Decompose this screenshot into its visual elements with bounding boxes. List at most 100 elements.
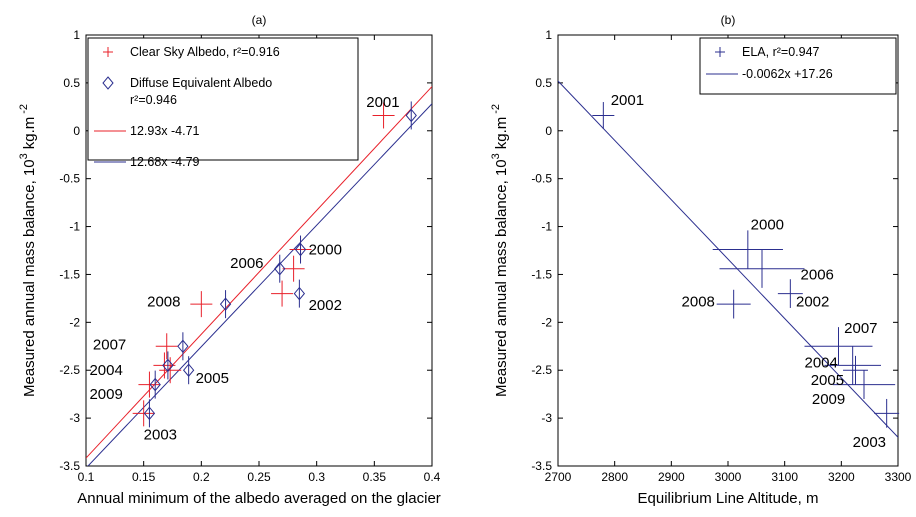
legend-box	[699, 37, 897, 95]
legend-label: Diffuse Equivalent Albedo	[130, 76, 272, 90]
point-diamond	[405, 101, 417, 130]
year-annotation: 2005	[196, 370, 229, 387]
y-tick-label: 0.5	[63, 76, 80, 90]
year-annotation: 2004	[89, 362, 122, 379]
point-diamond	[149, 370, 161, 399]
point-plus	[282, 255, 305, 282]
y-tick-label: -3	[69, 411, 80, 425]
point-diamond-marker	[143, 406, 156, 421]
x-tick-label: 2700	[545, 470, 572, 484]
point-plus	[719, 249, 805, 288]
point-diamond-marker	[182, 363, 195, 378]
x-tick-label: 3100	[771, 470, 798, 484]
point-plus	[138, 371, 161, 398]
x-axis-label: Annual minimum of the albedo averaged on…	[77, 490, 441, 507]
x-tick-label: 0.2	[193, 470, 210, 484]
y-tick-label: -0.5	[59, 172, 80, 186]
y-tick-label: -1	[69, 220, 80, 234]
point-plus	[155, 333, 178, 360]
y-axis-label: Measured annual mass balance, 103 kg.m -2	[18, 104, 38, 397]
point-plus	[271, 280, 294, 307]
data-points	[132, 101, 417, 428]
point-diamond	[274, 254, 286, 283]
year-annotation: 2002	[309, 297, 342, 314]
point-diamond	[294, 235, 307, 264]
point-plus	[712, 230, 783, 269]
y-axis-label-exponent: 3	[490, 153, 502, 159]
x-tick-label: 2800	[601, 470, 628, 484]
y-tick-label: -2	[541, 315, 552, 329]
x-tick-label: 0.1	[78, 470, 95, 484]
y-axis-label-exponent: 3	[18, 153, 30, 159]
x-axis-label: Equilibrium Line Altitude, m	[638, 490, 819, 507]
year-annotation: 2003	[853, 434, 886, 451]
legend-diamond	[102, 76, 114, 90]
year-annotation: 2004	[805, 355, 838, 372]
x-tick-label: 3000	[715, 470, 742, 484]
x-tick-label: 0.25	[247, 470, 271, 484]
fit-line-0	[558, 80, 898, 438]
year-annotation: 2008	[147, 293, 180, 310]
y-tick-label: -3.5	[59, 459, 80, 473]
point-plus	[824, 346, 881, 385]
point-plus	[159, 357, 182, 384]
point-plus	[804, 327, 873, 366]
y-axis-label-unit-exponent: -2	[490, 104, 502, 114]
year-annotation: 2000	[309, 242, 342, 259]
y-tick-label: -1.5	[531, 267, 552, 281]
point-plus	[777, 279, 803, 308]
y-tick-label: 0.5	[535, 76, 552, 90]
point-plus	[372, 102, 395, 129]
y-tick-label: -2.5	[531, 363, 552, 377]
y-tick-label: -3.5	[531, 459, 552, 473]
y-tick-label: -1	[541, 220, 552, 234]
year-annotation: 2001	[611, 92, 644, 109]
y-axis-label-unit: kg.m	[21, 117, 38, 150]
point-diamond	[177, 332, 189, 361]
x-tick-label: 2900	[658, 470, 685, 484]
legend-label: ELA, r²=0.947	[742, 45, 820, 59]
x-tick-label: 3200	[828, 470, 855, 484]
y-tick-label: -1.5	[59, 267, 80, 281]
legend-label: -0.0062x +17.26	[742, 67, 833, 81]
point-plus	[153, 352, 176, 379]
point-diamond	[293, 279, 306, 308]
y-tick-label: -3	[541, 411, 552, 425]
point-diamond-marker	[274, 261, 286, 276]
point-diamond-marker	[177, 339, 189, 354]
chart-a: (a) 0.1 0.15 0.2 0.25 0.3 0.35 0.4 -3.5 -3 -2.5 -2 -…	[18, 13, 441, 507]
legend: ELA, r²=0.947 -0.0062x +17.26	[699, 37, 897, 95]
legend: Clear Sky Albedo, r²=0.916 Diffuse Equiva…	[87, 37, 359, 169]
point-plus	[592, 102, 615, 129]
fit-line-0	[86, 86, 432, 459]
point-plus	[190, 291, 213, 318]
x-tick-label: 0.3	[308, 470, 325, 484]
fit-lines	[558, 80, 898, 438]
point-diamond	[182, 356, 195, 385]
chart-title: (a)	[252, 13, 267, 27]
point-plus	[716, 289, 751, 319]
point-diamond-marker	[293, 286, 306, 301]
chart-b: (b) 2700 2800 2900 3000 3100 3200 3300 -3.5 -3 -2.…	[490, 13, 912, 507]
y-axis-label-unit-exponent: -2	[18, 104, 30, 114]
point-diamond	[219, 290, 232, 319]
point-diamond-marker	[149, 377, 161, 392]
year-annotation: 2001	[366, 94, 399, 111]
point-diamond-marker	[294, 242, 307, 257]
year-annotation: 2008	[682, 293, 715, 310]
y-axis-label-main: Measured annual mass balance, 10	[493, 159, 510, 397]
point-diamond-marker	[405, 108, 417, 123]
plot-frame	[557, 34, 899, 467]
point-diamond	[162, 351, 174, 380]
chart-title: (b)	[721, 13, 736, 27]
y-tick-label: -0.5	[531, 172, 552, 186]
y-tick-label: 1	[73, 28, 80, 42]
x-tick-label: 3300	[885, 470, 912, 484]
y-tick-label: 0	[73, 124, 80, 138]
legend-label: Clear Sky Albedo, r²=0.916	[130, 45, 280, 59]
year-annotation: 2006	[230, 255, 263, 272]
y-tick-label: 1	[545, 28, 552, 42]
point-diamond-marker	[219, 297, 232, 311]
point-plus	[874, 398, 900, 428]
point-plus	[132, 400, 155, 427]
